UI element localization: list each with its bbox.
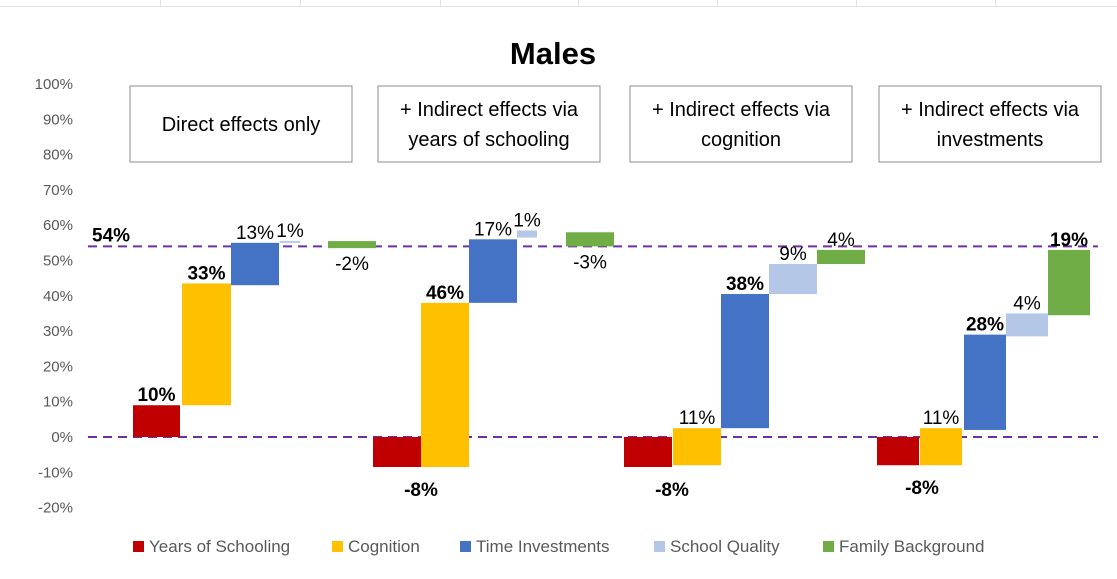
legend: Years of Schooling Cognition Time Investme…	[133, 537, 985, 556]
y-tick-label: 50%	[43, 253, 73, 270]
data-label: 17%	[474, 219, 512, 240]
panel-label: + Indirect effects via	[652, 99, 831, 121]
legend-label: Family Background	[839, 537, 985, 556]
bar-years-of-schooling	[133, 405, 180, 437]
bar-cognition	[920, 428, 962, 466]
spreadsheet-gridlines	[0, 0, 1117, 7]
y-tick-label: 30%	[43, 323, 73, 340]
bar-time-investments	[721, 294, 769, 429]
bar-time-investments	[231, 242, 279, 286]
legend-label: Cognition	[348, 537, 420, 556]
legend-swatch	[654, 541, 665, 552]
bars	[133, 230, 1090, 468]
y-tick-label: 90%	[43, 111, 73, 128]
legend-label: Years of Schooling	[149, 537, 290, 556]
data-label: 19%	[1050, 230, 1088, 251]
legend-swatch	[332, 541, 343, 552]
data-label: 10%	[137, 385, 175, 406]
y-tick-label: 100%	[35, 76, 73, 93]
bar-family-background	[566, 232, 614, 247]
reference-line-label: 54%	[92, 225, 130, 246]
chart-title: Males	[510, 36, 596, 71]
bar-family-background	[817, 249, 865, 265]
data-label: -2%	[335, 254, 369, 275]
data-label: 4%	[1013, 293, 1041, 314]
panel-label-box	[377, 85, 601, 163]
data-label: 46%	[426, 283, 464, 304]
bar-cognition	[182, 283, 231, 406]
legend-swatch	[460, 541, 471, 552]
data-label: 4%	[827, 230, 855, 251]
panel-label-box	[878, 85, 1102, 163]
bar-school-quality	[280, 241, 300, 243]
bar-family-background	[328, 241, 376, 249]
bar-school-quality	[1006, 313, 1048, 337]
bar-years-of-schooling	[877, 437, 919, 466]
y-tick-label: 20%	[43, 358, 73, 375]
panel-label-box	[629, 85, 853, 163]
data-label: 13%	[236, 223, 274, 244]
bar-time-investments	[469, 239, 517, 303]
data-label: 1%	[276, 221, 304, 242]
y-tick-label: 70%	[43, 182, 73, 199]
legend-label: School Quality	[670, 537, 780, 556]
bar-school-quality	[769, 264, 817, 295]
data-label: 38%	[726, 274, 764, 295]
panel-label: cognition	[701, 129, 781, 151]
data-label: 33%	[187, 263, 225, 284]
data-label: 11%	[679, 408, 716, 429]
y-tick-label: 60%	[43, 217, 73, 234]
legend-swatch	[823, 541, 834, 552]
panel-label-box	[129, 85, 353, 163]
y-axis: -20% -10% 0% 10% 20% 30% 40% 50% 60% 70% 80% 90% 100…	[35, 76, 73, 517]
data-labels: 10%33%13% 1%-2%-8%46%17% 1%-3%-8%11%38%9%4…	[137, 210, 1088, 501]
bar-years-of-schooling	[373, 437, 421, 468]
data-label: -8%	[404, 480, 438, 501]
legend-label: Time Investments	[476, 537, 610, 556]
data-label: -8%	[655, 480, 689, 501]
bar-time-investments	[964, 334, 1006, 430]
panel-label: + Indirect effects via	[901, 99, 1080, 121]
data-label: 28%	[966, 315, 1004, 336]
data-label: 1%	[513, 210, 541, 231]
data-label: -3%	[573, 252, 607, 273]
data-label: 11%	[923, 408, 960, 429]
bar-cognition	[673, 428, 721, 466]
y-tick-label: 80%	[43, 147, 73, 164]
panel-labels: Direct effects only + Indirect effects vi…	[129, 85, 1102, 163]
y-tick-label: 40%	[43, 288, 73, 305]
y-tick-label: 0%	[51, 429, 73, 446]
legend-swatch	[133, 541, 144, 552]
data-label: -8%	[905, 478, 939, 499]
panel-label: + Indirect effects via	[400, 99, 579, 121]
bar-family-background	[1048, 249, 1090, 316]
panel-label: Direct effects only	[162, 114, 321, 136]
bar-cognition	[421, 302, 469, 468]
bar-years-of-schooling	[624, 437, 672, 468]
y-tick-label: -20%	[38, 500, 73, 517]
y-tick-label: -10%	[38, 464, 73, 481]
panel-label: investments	[937, 129, 1044, 151]
y-tick-label: 10%	[43, 394, 73, 411]
panel-label: years of schooling	[408, 129, 569, 151]
bar-school-quality	[517, 230, 537, 238]
data-label: 9%	[779, 244, 807, 265]
